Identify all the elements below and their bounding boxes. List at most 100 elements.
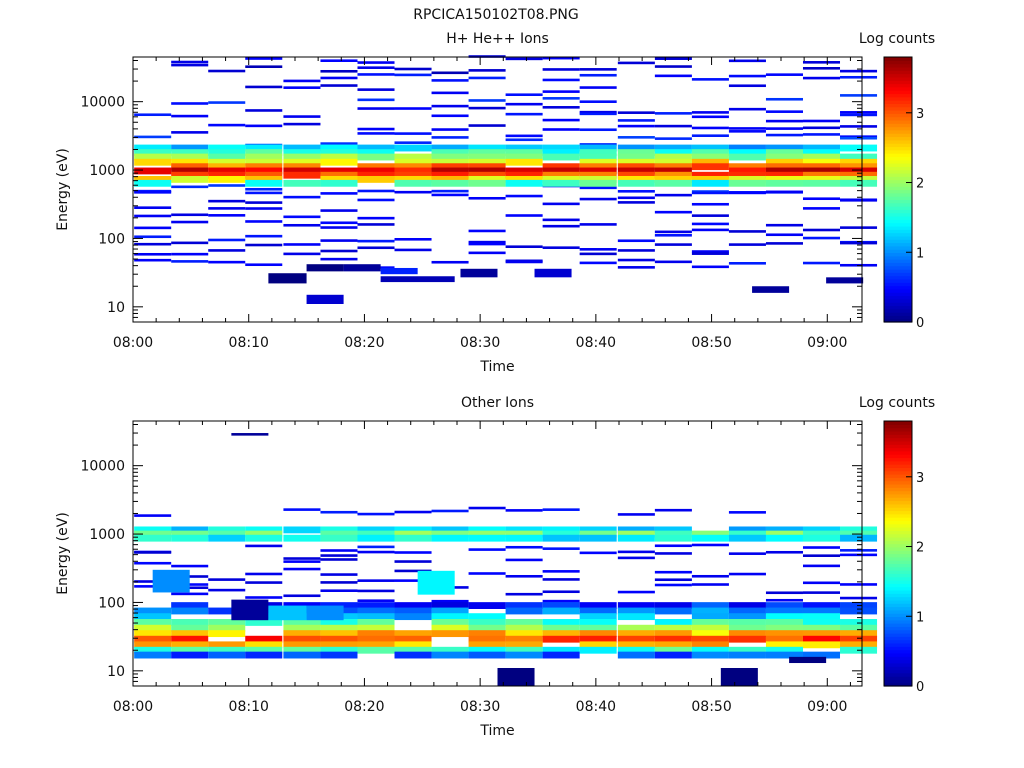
colorbar-step <box>884 616 912 621</box>
colorbar-step <box>884 113 912 118</box>
heatmap-cell <box>691 250 729 253</box>
colorbar-step <box>884 103 912 108</box>
heatmap-cell <box>691 635 729 643</box>
colorbar-step <box>884 139 912 144</box>
panel-other-ions: Other Ions 08:00 08:10 08:20 08:30 08:40 08:50… <box>55 395 935 739</box>
heatmap-cell <box>245 153 283 161</box>
colorbar-step <box>884 460 912 465</box>
heatmap-cell <box>579 646 617 654</box>
colorbar-step <box>884 467 912 472</box>
heatmap-cell <box>840 179 878 187</box>
heatmap-cell <box>208 578 246 581</box>
colorbar-step <box>884 421 912 425</box>
heatmap-cell <box>654 602 692 609</box>
heatmap-cell <box>617 153 655 161</box>
heatmap-cell <box>431 153 469 161</box>
heatmap-cell <box>394 67 432 71</box>
heatmap-cell <box>394 602 432 609</box>
colorbar-step <box>884 613 912 618</box>
heatmap-cell <box>283 635 321 643</box>
heatmap-cell <box>505 260 543 264</box>
heatmap-cell <box>171 171 209 179</box>
y-tick-label: 10000 <box>80 459 125 475</box>
heatmap-cell <box>802 554 841 557</box>
heatmap-cell <box>728 526 766 534</box>
heatmap-cell <box>320 226 358 229</box>
heatmap-cell <box>691 534 729 542</box>
heatmap-cell <box>208 101 246 104</box>
colorbar-step <box>884 540 912 545</box>
heatmap-cell <box>320 624 358 632</box>
colorbar-step <box>884 202 912 207</box>
heatmap-cell <box>802 624 841 632</box>
heatmap-cell <box>245 179 283 187</box>
heatmap-cell <box>691 153 729 161</box>
x-tick-label: 08:00 <box>113 335 153 351</box>
heatmap-cell <box>245 175 283 183</box>
colorbar-step <box>884 580 912 584</box>
y-tick-label: 10000 <box>80 95 125 111</box>
heatmap-cell <box>283 508 321 511</box>
heatmap-cell <box>542 630 580 638</box>
heatmap-cell <box>394 630 432 638</box>
heatmap-cell <box>171 213 209 217</box>
heatmap-cell <box>245 171 283 179</box>
heatmap-cell <box>617 646 655 654</box>
heatmap-cell <box>765 233 803 237</box>
heatmap-cell <box>840 144 878 152</box>
colorbar-step <box>884 424 912 429</box>
heatmap-cell <box>505 57 543 61</box>
colorbar-step <box>884 599 912 604</box>
heatmap-cell <box>505 646 543 654</box>
colorbar-tick-label: 0 <box>916 316 924 331</box>
heatmap-cell <box>357 630 395 638</box>
colorbar-step <box>884 533 912 538</box>
heatmap-cell <box>691 641 729 649</box>
colorbar-step <box>884 272 912 277</box>
heatmap-cell <box>826 277 864 284</box>
colorbar-step <box>884 636 912 641</box>
heatmap-cell <box>283 619 321 626</box>
heatmap-cell <box>579 197 617 201</box>
heatmap-cell <box>208 69 246 73</box>
heatmap-cell <box>320 619 358 626</box>
heatmap-cell <box>802 207 841 210</box>
heatmap-cell <box>468 196 506 200</box>
heatmap-cell <box>394 158 432 166</box>
heatmap-cell <box>654 552 692 555</box>
heatmap-cell <box>505 545 543 549</box>
heatmap-cell <box>765 598 803 602</box>
heatmap-cell <box>208 163 246 171</box>
heatmap-cell <box>691 115 729 119</box>
colorbar-step <box>884 623 912 627</box>
heatmap-cell <box>394 163 432 171</box>
heatmap-cell <box>579 252 617 256</box>
heatmap-cell <box>542 106 580 109</box>
x-tick-label: 08:50 <box>691 335 731 351</box>
x-axis-label: Time <box>479 723 514 739</box>
heatmap-cell <box>320 239 358 242</box>
heatmap-cell <box>208 153 246 161</box>
heatmap-cell <box>505 179 543 187</box>
colorbar-step <box>884 182 912 187</box>
heatmap-cell <box>802 591 841 594</box>
heatmap-cell <box>765 171 803 179</box>
heatmap-cell <box>245 635 283 643</box>
heatmap-cell <box>728 630 766 638</box>
heatmap-cell <box>654 175 692 183</box>
heatmap-cell <box>431 149 469 157</box>
colorbar-step <box>884 315 912 320</box>
heatmap-cell <box>468 548 506 551</box>
heatmap-cell <box>357 599 395 602</box>
heatmap-cell <box>306 294 344 304</box>
heatmap-cell <box>283 215 321 219</box>
colorbar-step <box>884 163 912 167</box>
heatmap-cell <box>171 602 209 609</box>
heatmap-cell <box>320 171 358 179</box>
colorbar-step <box>884 298 912 303</box>
colorbar-step <box>884 110 912 114</box>
heatmap-cell <box>343 264 381 272</box>
colorbar-step <box>884 70 912 75</box>
heatmap-cell <box>468 144 506 152</box>
heatmap-cell <box>417 570 455 595</box>
